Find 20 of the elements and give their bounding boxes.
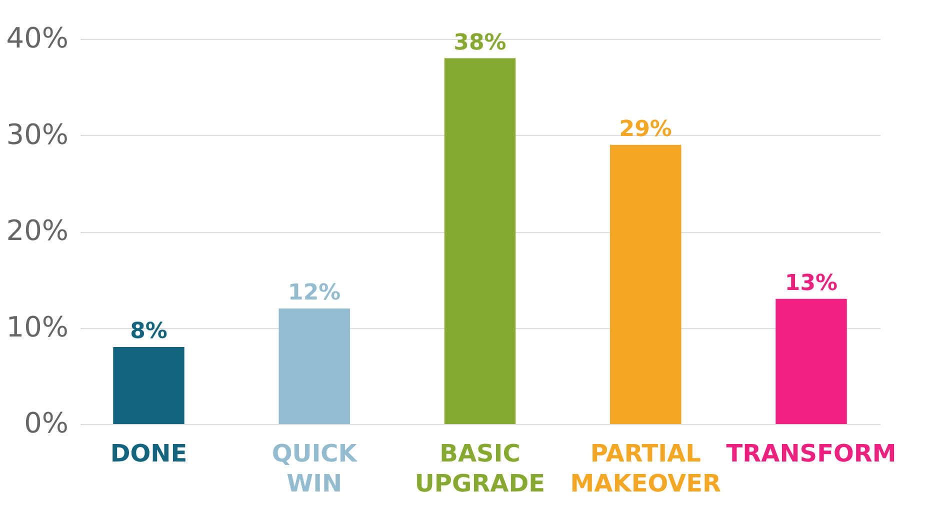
x-tick-label: TRANSFORM <box>726 440 896 468</box>
x-tick-label: PARTIAL MAKEOVER <box>570 440 721 498</box>
y-tick-label: 30% <box>6 118 68 151</box>
bar <box>610 144 682 424</box>
y-tick-label: 20% <box>6 214 68 247</box>
bar <box>776 298 847 424</box>
y-tick-label: 0% <box>24 406 68 440</box>
x-tick-label: BASIC UPGRADE <box>414 440 546 498</box>
x-tick-label: QUICK WIN <box>272 440 358 498</box>
data-label: 29% <box>619 116 672 142</box>
bar <box>278 308 350 424</box>
data-label: 12% <box>288 280 341 306</box>
bar <box>444 58 516 424</box>
data-label: 38% <box>454 30 506 56</box>
y-tick-label: 10% <box>6 310 68 344</box>
data-label: 8% <box>130 319 168 344</box>
bar <box>113 347 184 424</box>
data-label: 13% <box>784 270 838 296</box>
y-tick-label: 40% <box>6 22 68 54</box>
x-tick-label: DONE <box>110 440 188 468</box>
